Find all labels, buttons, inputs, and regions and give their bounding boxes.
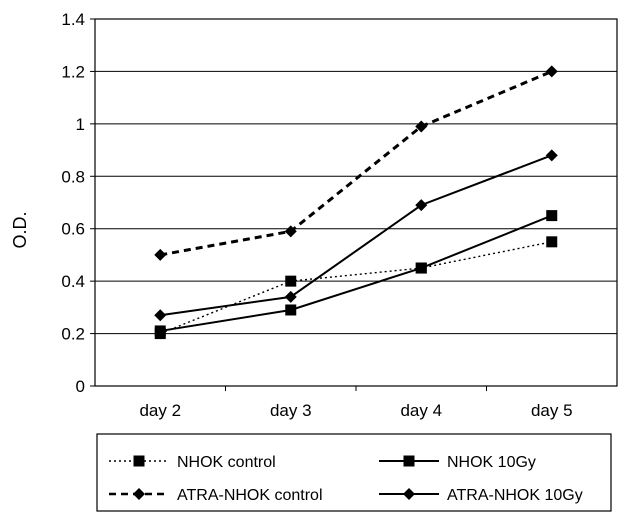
y-axis: 0 0.2 0.4 0.6 0.8 1 1.2 1.4: [61, 10, 95, 396]
legend-label: NHOK 10Gy: [447, 454, 536, 471]
y-tick-label: 1: [76, 115, 85, 134]
data-point: [154, 325, 166, 337]
legend-item: NHOK control: [109, 454, 276, 471]
legend-box: [96, 433, 612, 512]
data-point: [545, 149, 558, 162]
data-point: [546, 236, 558, 248]
data-point: [415, 120, 428, 133]
series-line: [160, 154, 553, 317]
y-tick-label: 1.2: [61, 62, 85, 81]
legend-label: ATRA-NHOK 10Gy: [447, 487, 583, 504]
data-point: [415, 199, 428, 212]
data-point: [154, 248, 167, 261]
series-layer: [154, 65, 558, 340]
series-4: [154, 149, 558, 322]
x-tick-label: day 5: [531, 401, 573, 420]
legend-marker: [133, 488, 145, 500]
data-point: [285, 304, 297, 316]
legend-label: ATRA-NHOK control: [177, 487, 323, 504]
legend-marker: [403, 488, 415, 500]
series-2: [154, 210, 558, 337]
legend-marker: [403, 455, 415, 467]
data-point: [546, 210, 558, 222]
legend: NHOK control NHOK 10Gy ATRA-NHOK control AT…: [96, 433, 612, 512]
plot-area: [94, 18, 618, 387]
x-tick-label: day 3: [270, 401, 312, 420]
data-point: [545, 65, 558, 78]
y-axis-label: O.D.: [10, 211, 30, 248]
series-line: [159, 241, 552, 335]
legend-item: ATRA-NHOK 10Gy: [379, 487, 583, 504]
data-point: [285, 275, 297, 287]
y-tick-label: 0.4: [61, 272, 85, 291]
data-point: [154, 309, 167, 322]
legend-label: NHOK control: [177, 454, 276, 471]
legend-item: NHOK 10Gy: [379, 454, 536, 471]
data-point: [284, 225, 297, 238]
legend-item: ATRA-NHOK control: [109, 487, 323, 504]
y-tick-label: 1.4: [61, 10, 85, 29]
data-point: [415, 262, 427, 274]
series-3: [154, 65, 558, 261]
data-point: [284, 290, 297, 303]
plot-frame: [94, 18, 618, 387]
y-tick-label: 0.6: [61, 220, 85, 239]
x-tick-label: day 4: [400, 401, 442, 420]
x-tick-label: day 2: [139, 401, 181, 420]
y-tick-label: 0: [76, 377, 85, 396]
legend-marker: [133, 455, 145, 467]
x-axis: day 2 day 3 day 4 day 5: [139, 386, 573, 420]
series-line: [159, 70, 553, 257]
y-tick-label: 0.2: [61, 325, 85, 344]
y-tick-label: 0.8: [61, 167, 85, 186]
series-line: [160, 214, 553, 332]
